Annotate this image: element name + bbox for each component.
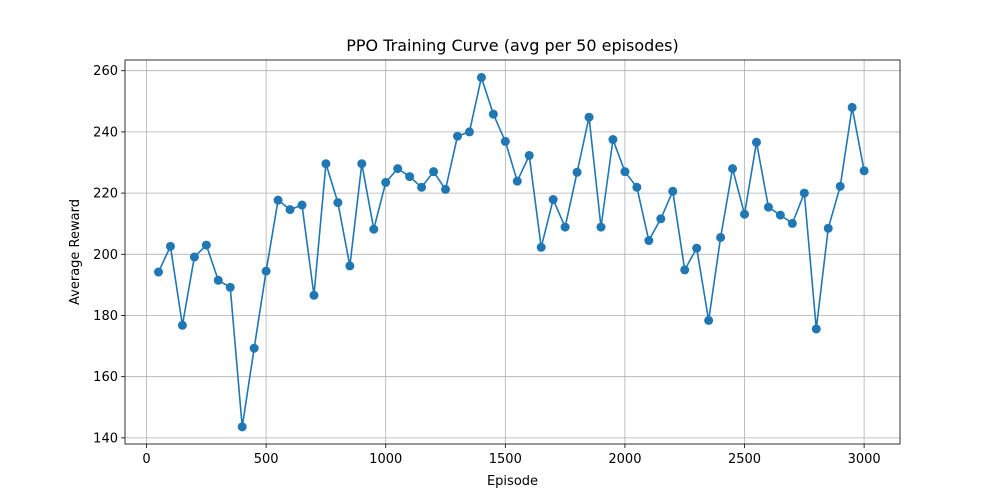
data-point xyxy=(261,266,271,276)
series-layer xyxy=(153,72,869,432)
data-point xyxy=(381,177,391,187)
data-point xyxy=(716,232,726,242)
x-tick-label: 500 xyxy=(254,452,279,467)
data-point xyxy=(417,182,427,192)
data-point xyxy=(632,182,642,192)
x-tick-label: 2500 xyxy=(728,452,761,467)
x-tick-label: 0 xyxy=(142,452,150,467)
x-axis-label: Episode xyxy=(487,474,538,489)
data-point xyxy=(357,159,367,169)
data-point xyxy=(847,102,857,112)
series-line xyxy=(157,76,865,428)
y-tick-label: 200 xyxy=(93,248,118,263)
data-point xyxy=(213,275,223,285)
data-point xyxy=(285,205,295,215)
data-point xyxy=(321,159,331,169)
data-point xyxy=(656,214,666,224)
grid xyxy=(125,60,900,444)
data-point xyxy=(488,109,498,119)
x-tick-label: 1500 xyxy=(489,452,522,467)
data-point xyxy=(787,218,797,228)
data-point xyxy=(680,265,690,275)
data-point xyxy=(345,261,355,271)
data-point xyxy=(835,181,845,191)
data-point xyxy=(608,135,618,145)
x-tick-label: 3000 xyxy=(848,452,881,467)
data-point xyxy=(333,198,343,208)
data-point xyxy=(859,166,869,176)
x-tick-label: 1000 xyxy=(369,452,402,467)
data-point xyxy=(644,236,654,246)
data-point xyxy=(249,343,259,353)
data-point xyxy=(237,422,247,432)
data-point xyxy=(441,184,451,194)
data-point xyxy=(500,136,510,146)
data-point xyxy=(153,267,163,277)
data-point xyxy=(560,222,570,232)
data-point xyxy=(273,195,283,205)
data-point xyxy=(189,252,199,262)
data-point xyxy=(572,167,582,177)
data-point xyxy=(668,186,678,196)
chart-title: PPO Training Curve (avg per 50 episodes) xyxy=(346,36,679,55)
data-point xyxy=(811,324,821,334)
data-point xyxy=(524,150,534,160)
data-point xyxy=(369,224,379,234)
data-point xyxy=(165,241,175,251)
data-point xyxy=(584,112,594,122)
data-point xyxy=(620,167,630,177)
data-point xyxy=(429,167,439,177)
data-point xyxy=(476,72,486,82)
data-point xyxy=(596,222,606,232)
y-tick-label: 260 xyxy=(93,64,118,79)
data-point xyxy=(548,195,558,205)
data-point xyxy=(799,188,809,198)
data-point xyxy=(536,242,546,252)
axis-ticks: 0 500 1000 1500 2000 2500 3000 140 160 180 200 220 2… xyxy=(93,64,880,467)
data-point xyxy=(751,137,761,147)
y-tick-label: 220 xyxy=(93,187,118,202)
data-point xyxy=(740,209,750,219)
data-point xyxy=(201,240,211,250)
data-point xyxy=(309,290,319,300)
data-point xyxy=(704,315,714,325)
y-axis-label: Average Reward xyxy=(68,199,83,305)
y-tick-label: 240 xyxy=(93,125,118,140)
y-tick-label: 180 xyxy=(93,309,118,324)
data-point xyxy=(393,164,403,174)
data-point xyxy=(177,320,187,330)
y-tick-label: 140 xyxy=(93,431,118,446)
data-point xyxy=(692,243,702,253)
data-point xyxy=(405,172,415,182)
data-point xyxy=(823,223,833,233)
data-point xyxy=(775,210,785,220)
data-point xyxy=(464,127,474,137)
x-tick-label: 2000 xyxy=(608,452,641,467)
data-point xyxy=(512,176,522,186)
data-point xyxy=(452,131,462,141)
data-point xyxy=(728,164,738,174)
data-point xyxy=(225,282,235,292)
plot-frame xyxy=(124,59,901,445)
data-point xyxy=(763,202,773,212)
y-tick-label: 160 xyxy=(93,370,118,385)
data-point xyxy=(297,200,307,210)
